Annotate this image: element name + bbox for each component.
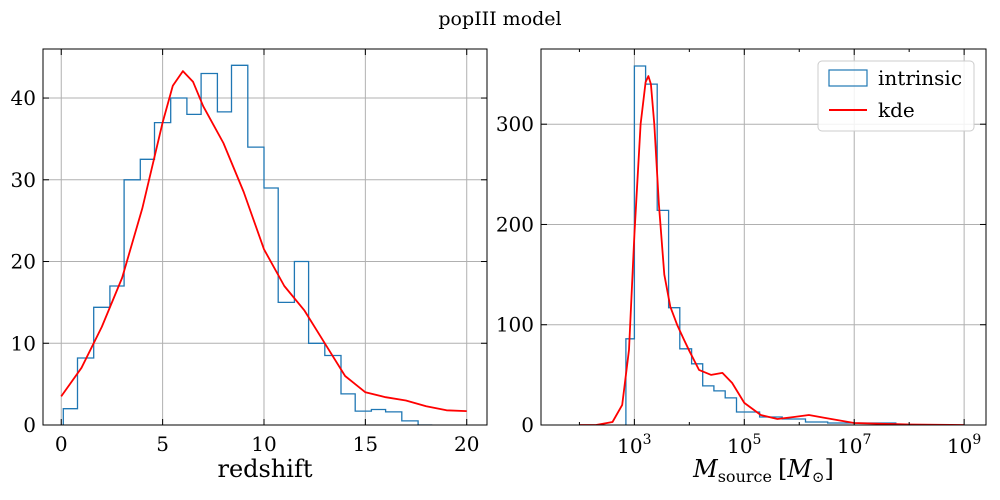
figure-title: popIII model xyxy=(438,8,561,30)
grid xyxy=(43,49,487,426)
y-tick-label: 30 xyxy=(11,168,36,192)
histogram-series-intrinsic xyxy=(625,65,919,425)
histogram-series-intrinsic xyxy=(62,64,433,425)
x-tick-label: 5 xyxy=(156,432,169,456)
y-tick-label: 100 xyxy=(496,313,534,337)
axes-frame xyxy=(540,48,987,426)
x-tick-label: 0 xyxy=(55,432,68,456)
axes-frame xyxy=(42,48,488,426)
y-tick-label: 10 xyxy=(11,331,36,355)
legend-box xyxy=(817,60,975,132)
y-tick-label: 0 xyxy=(521,413,534,437)
legend-label-intrinsic: intrinsic xyxy=(878,66,962,90)
x-axis-label: Msource [M⊙] xyxy=(692,455,834,486)
panel-mass: 103 105 107 109 0 100 200 300 Msource [M⊙] intrins… xyxy=(496,48,987,486)
x-tick-label: 105 xyxy=(727,432,761,458)
x-tick-label: 15 xyxy=(353,432,378,456)
legend-swatch-intrinsic xyxy=(828,69,868,87)
x-tick-label: 10 xyxy=(251,432,276,456)
kde-series-line xyxy=(579,75,965,425)
y-tick-label: 0 xyxy=(23,413,36,437)
x-axis-label: redshift xyxy=(217,455,312,483)
x-tick-label: 103 xyxy=(617,432,651,458)
legend-label-kde: kde xyxy=(878,98,915,122)
y-tick-label: 200 xyxy=(496,212,534,236)
panel-redshift: 0 5 10 15 20 0 10 20 30 40 redshift xyxy=(11,48,488,483)
y-tick-label: 40 xyxy=(11,86,36,110)
y-tick-label: 300 xyxy=(496,112,534,136)
x-tick-label: 107 xyxy=(837,432,871,458)
y-tick-label: 20 xyxy=(11,250,36,274)
x-tick-label: 109 xyxy=(947,432,981,458)
legend: intrinsic kde xyxy=(817,60,975,132)
kde-series-line xyxy=(60,70,467,412)
x-tick-label: 20 xyxy=(454,432,479,456)
